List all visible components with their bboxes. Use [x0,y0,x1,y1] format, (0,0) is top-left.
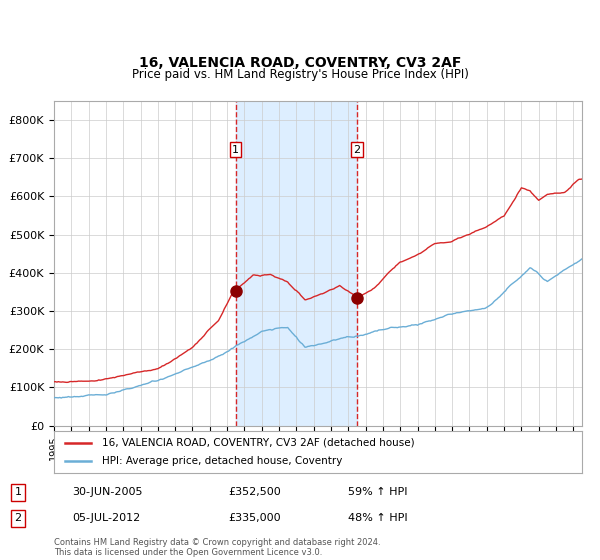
Bar [236,101,357,426]
Text: 05-JUL-2012: 05-JUL-2012 [72,514,140,524]
Text: 59% ↑ HPI: 59% ↑ HPI [348,487,407,497]
Text: 16, VALENCIA ROAD, COVENTRY, CV3 2AF (detached house): 16, VALENCIA ROAD, COVENTRY, CV3 2AF (de… [101,438,414,448]
Text: 2: 2 [353,144,361,155]
Text: 1: 1 [14,487,22,497]
Text: 2: 2 [14,514,22,524]
Text: 16, VALENCIA ROAD, COVENTRY, CV3 2AF: 16, VALENCIA ROAD, COVENTRY, CV3 2AF [139,56,461,70]
Text: Contains HM Land Registry data © Crown copyright and database right 2024.
This d: Contains HM Land Registry data © Crown c… [54,538,380,557]
Text: 30-JUN-2005: 30-JUN-2005 [72,487,143,497]
Text: £352,500: £352,500 [228,487,281,497]
Text: Price paid vs. HM Land Registry's House Price Index (HPI): Price paid vs. HM Land Registry's House … [131,68,469,81]
Text: HPI: Average price, detached house, Coventry: HPI: Average price, detached house, Cove… [101,456,342,466]
Text: £335,000: £335,000 [228,514,281,524]
Text: 1: 1 [232,144,239,155]
Text: 48% ↑ HPI: 48% ↑ HPI [348,514,407,524]
